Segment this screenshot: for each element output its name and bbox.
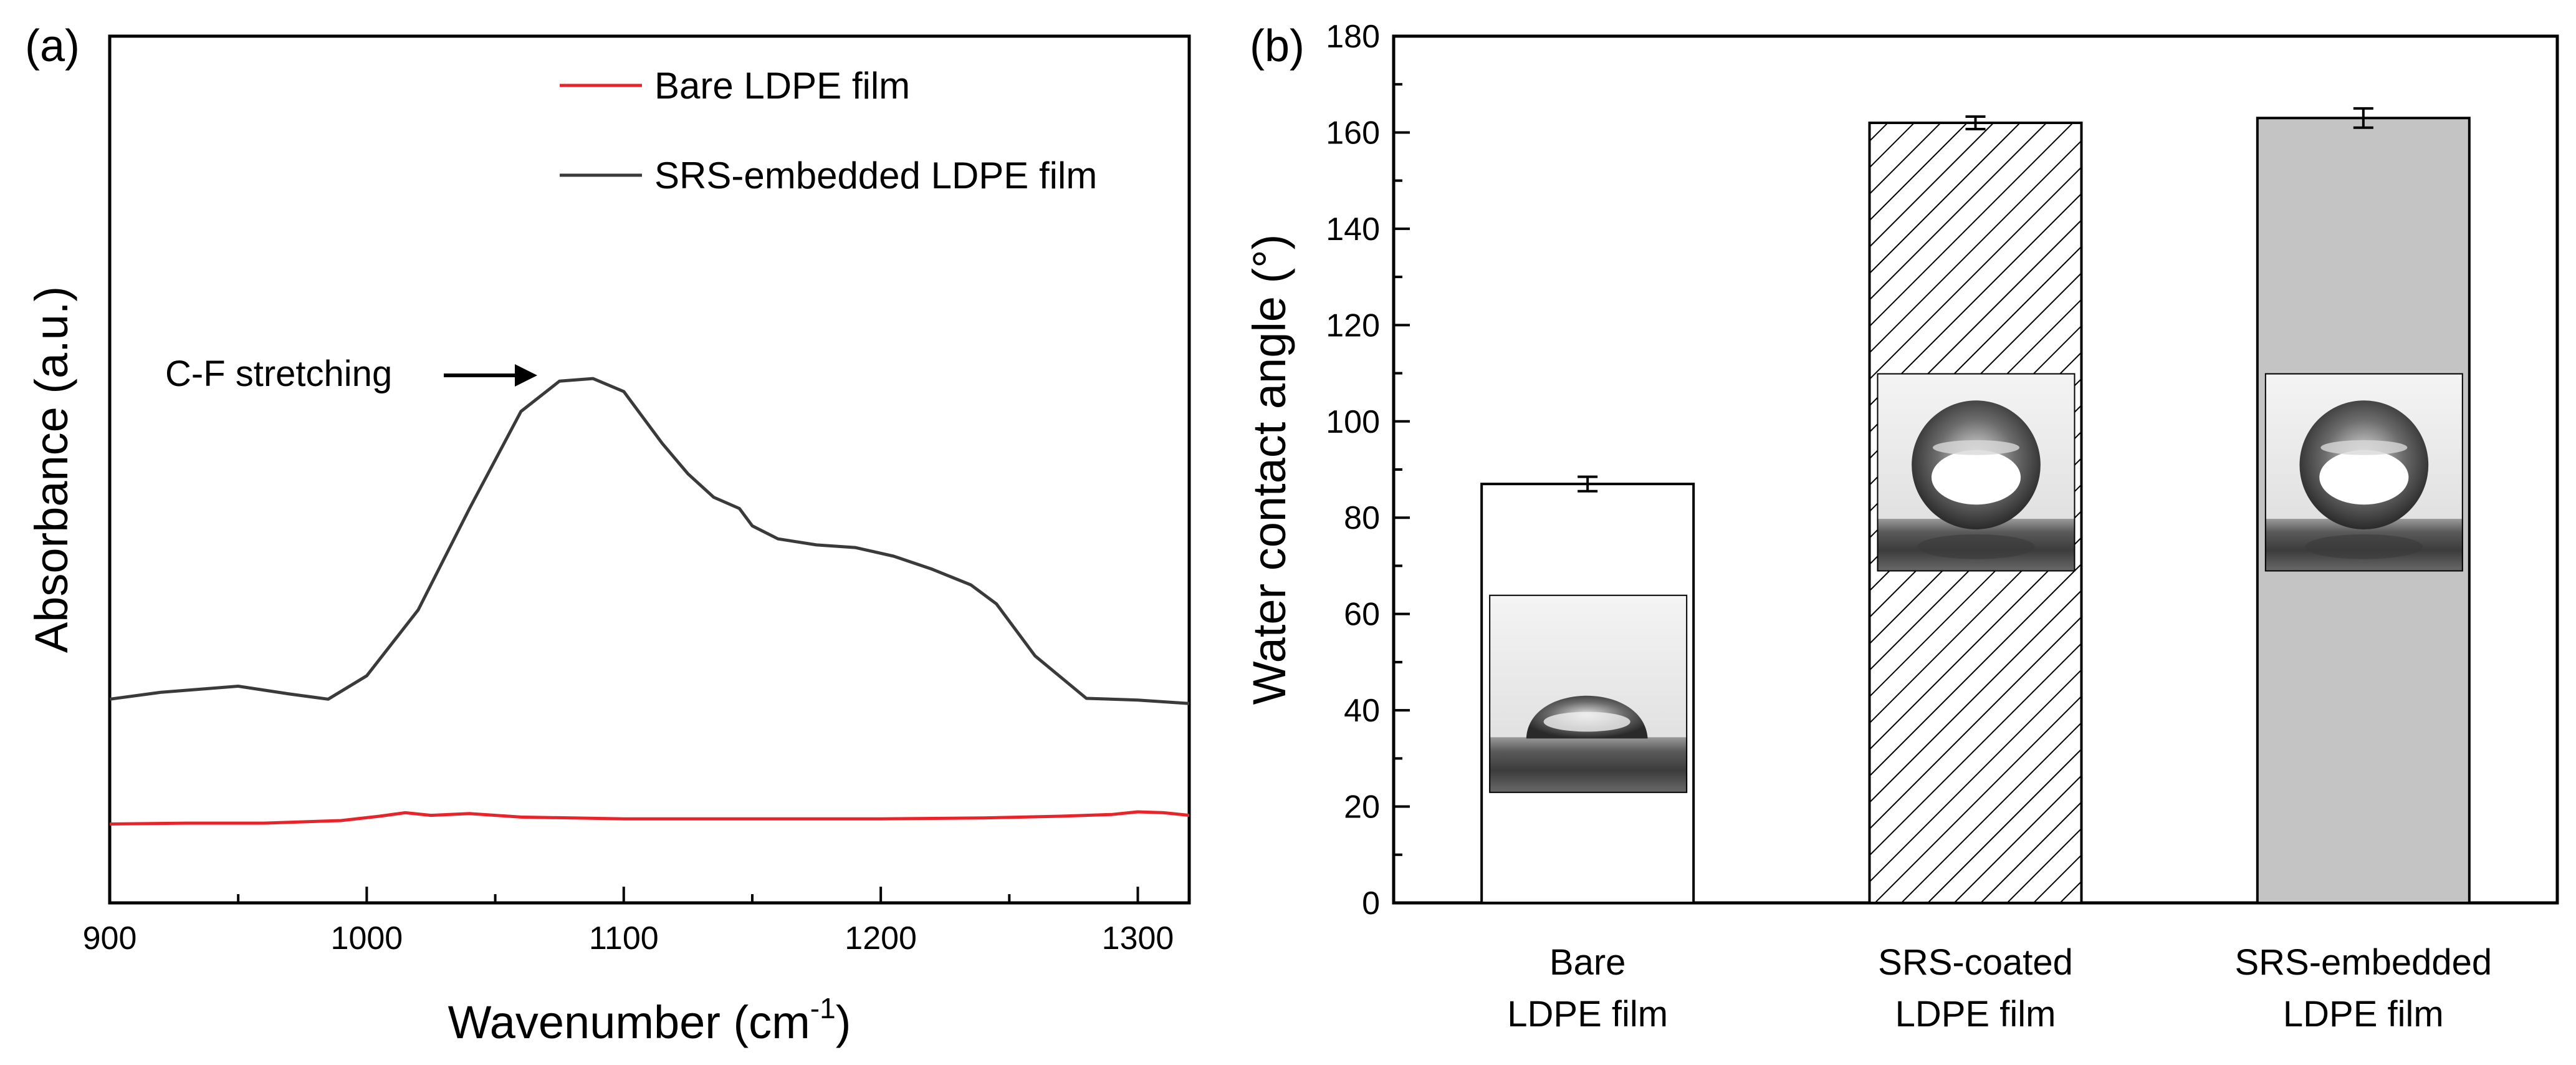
plot-a-y-axis-label: Absorbance (a.u.) [26,286,77,653]
cf-stretching-annotation: C-F stretching [165,354,537,394]
plot-a-x-axis-label: Wavenumber (cm-1) [448,992,851,1048]
plot-b-bars [1480,107,2471,904]
y-tick-label: 60 [1344,597,1380,633]
plot-a-legend: Bare LDPE film SRS-embedded LDPE film [560,65,1097,196]
panel-b-label: (b) [1250,21,1305,71]
water-droplet-photo-superhydrophobic-icon [2264,373,2463,572]
water-droplet-photo-superhydrophobic-icon [1877,373,2076,572]
category-label-line2: LDPE film [1895,994,2056,1034]
x-tick-label: 1100 [589,920,659,957]
x-tick-label: 1200 [845,920,917,957]
category-label-line2: LDPE film [1507,994,1668,1034]
x-tick-label: 1000 [331,920,403,957]
plot-a-x-ticks: 900 1000 1100 1200 1300 [83,887,1174,957]
panel-a-label: (a) [25,21,80,71]
y-tick-label: 80 [1344,500,1380,536]
y-tick-label: 180 [1326,19,1380,55]
plot-b-y-ticks: 0 20 40 60 80 100 120 140 160 180 [1326,19,1410,922]
plot-b-y-axis-label: Water contact angle (°) [1243,234,1295,705]
y-tick-label: 140 [1326,211,1380,248]
plot-b-category-labels: Bare LDPE film SRS-coated LDPE film SRS-embe… [1507,942,2492,1034]
x-tick-label: 900 [83,920,137,957]
plot-a-frame [108,34,1191,905]
y-tick-label: 20 [1344,789,1380,826]
legend-label-bare: Bare LDPE film [654,65,910,107]
legend-label-srs-embedded: SRS-embedded LDPE film [654,155,1097,196]
y-tick-label: 0 [1362,885,1380,922]
arrow-head-icon [515,364,537,387]
cf-stretching-label: C-F stretching [165,354,392,394]
y-tick-label: 100 [1326,404,1380,440]
water-droplet-photo-hydrophilic-icon [1489,594,1688,793]
category-label-line2: LDPE film [2283,994,2444,1034]
y-tick-label: 160 [1326,115,1380,151]
y-tick-label: 120 [1326,307,1380,344]
series-line-0 [109,810,1190,826]
category-label-line1: Bare [1549,942,1626,983]
plot-a-series [109,377,1190,826]
series-line-1 [109,377,1190,705]
category-label-line1: SRS-embedded [2234,942,2492,983]
category-label-line1: SRS-coated [1878,942,2073,983]
y-tick-label: 40 [1344,693,1380,729]
x-tick-label: 1300 [1102,920,1174,957]
